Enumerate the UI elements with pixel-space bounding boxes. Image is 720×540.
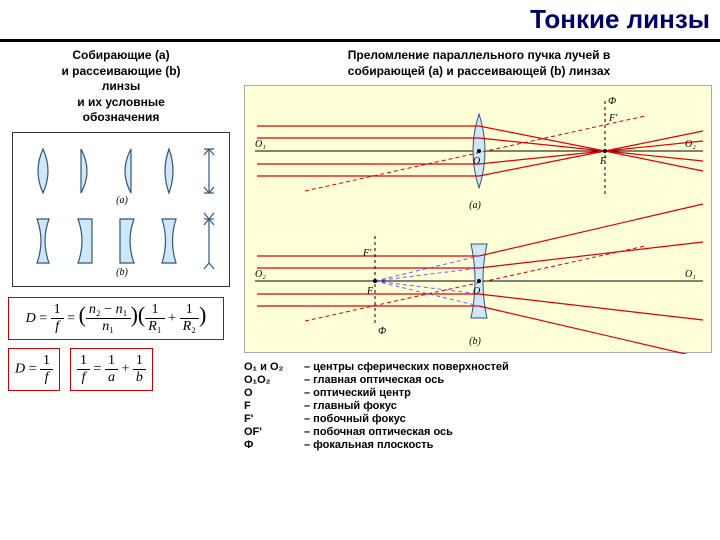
svg-text:F: F [599,156,607,167]
legend-val: – главная оптическая ось [304,374,714,386]
svg-text:O: O [473,156,480,167]
svg-text:O₁: O₁ [685,269,696,280]
svg-text:(b): (b) [469,336,481,347]
svg-text:F': F' [362,248,372,259]
legend-val: – фокальная плоскость [304,439,714,451]
legend-val: – центры сферических поверхностей [304,361,714,373]
ray-diagram: Ф F' F O O₁ O₂ (a) [244,85,712,353]
formula-power: D = 1f [8,348,60,391]
formula-lensmaker: D = 1f = (n₂ − n₁n₁)(1R₁ + 1R₂) [8,297,224,340]
legend-val: – побочный фокус [304,413,714,425]
legend: O₁ и O₂– центры сферических поверхностей… [244,361,714,451]
svg-text:F: F [366,286,374,297]
svg-text:O₂: O₂ [685,139,696,150]
svg-text:(a): (a) [116,195,128,206]
svg-text:O₂: O₂ [255,269,266,280]
svg-text:O₁: O₁ [255,139,266,150]
legend-val: – главный фокус [304,400,714,412]
page-title: Тонкие линзы [530,4,710,34]
svg-text:(b): (b) [116,267,128,278]
legend-val: – оптический центр [304,387,714,399]
left-subhead: Собирающие (a) и рассеивающие (b) линзы … [6,48,236,126]
legend-val: – побочная оптическая ось [304,426,714,438]
svg-text:(a): (a) [469,200,481,211]
lens-symbols-panel: (a) [12,132,230,287]
svg-text:Ф: Ф [378,326,386,337]
legend-key: OF' [244,426,304,438]
right-subhead: Преломление параллельного пучка лучей в … [244,48,714,79]
legend-key: Ф [244,439,304,451]
legend-key: O₁O₂ [244,374,304,386]
formula-thin-lens: 1f = 1a + 1b [70,348,153,391]
legend-key: O₁ и O₂ [244,361,304,373]
legend-key: F' [244,413,304,425]
svg-text:F': F' [608,113,618,124]
legend-key: F [244,400,304,412]
legend-key: O [244,387,304,399]
svg-text:Ф: Ф [608,96,616,107]
svg-text:O: O [473,286,480,297]
